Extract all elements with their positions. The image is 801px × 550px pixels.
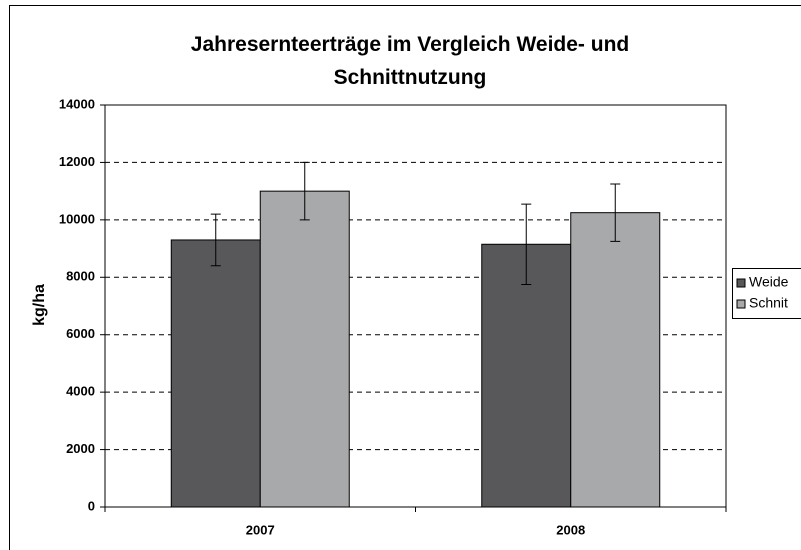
chart-title: Jahresernteerträge im Vergleich Weide- u… — [190, 33, 630, 89]
y-tick-label: 4000 — [66, 384, 95, 399]
y-tick-label: 0 — [88, 498, 95, 513]
error-bar — [610, 183, 621, 242]
y-tick-label: 6000 — [66, 326, 95, 341]
bar — [170, 239, 261, 508]
y-tick-label: 14000 — [59, 96, 95, 111]
legend-swatch — [736, 299, 746, 309]
y-tick-label: 2000 — [66, 441, 95, 456]
legend-label: Schnit — [749, 295, 788, 311]
x-tick-label: 2008 — [556, 522, 585, 537]
error-bar — [521, 203, 532, 285]
error-bar — [299, 161, 310, 221]
y-tick-label: 12000 — [59, 154, 95, 169]
bar — [570, 212, 661, 508]
y-tick-label: 10000 — [59, 211, 95, 226]
bar — [481, 243, 572, 508]
legend-label: Weide — [749, 274, 789, 290]
error-bar — [210, 213, 221, 267]
x-tick-label: 2007 — [246, 522, 275, 537]
y-tick-label: 8000 — [66, 269, 95, 284]
legend-swatch — [736, 278, 746, 288]
bar — [259, 190, 350, 508]
legend-box — [732, 268, 801, 319]
y-axis-label: kg/ha — [31, 284, 48, 326]
